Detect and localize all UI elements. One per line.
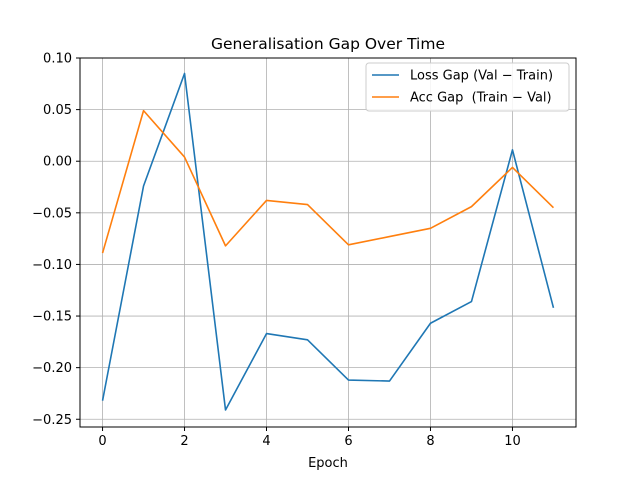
y-tick-label: −0.20 (32, 361, 72, 376)
y-tick-label: 0.05 (43, 103, 72, 118)
x-tick-label: 10 (504, 434, 521, 449)
legend-box (365, 62, 570, 112)
legend-label: Loss Gap (Val − Train) (410, 69, 553, 84)
series-line-2 (101, 109, 555, 254)
x-tick-label: 6 (344, 434, 352, 449)
axis-ticks: 0 2 4 6 8 10 −0.25 −0.20 −0.15 −0.10 −0.05 0.00 0.05… (32, 52, 521, 450)
y-tick-label: 0.00 (43, 155, 72, 170)
y-tick-label: −0.05 (32, 206, 72, 221)
plot-frame (79, 57, 577, 428)
y-tick-label: 0.10 (43, 52, 72, 67)
x-tick-label: 2 (180, 434, 188, 449)
y-tick-label: −0.15 (32, 310, 72, 325)
series-lines (101, 72, 555, 411)
x-axis-title: Epoch (308, 456, 348, 471)
x-tick-label: 0 (98, 434, 106, 449)
y-tick-label: −0.25 (32, 413, 72, 428)
y-tick-label: −0.10 (32, 258, 72, 273)
legend-label: Acc Gap (Train − Val) (410, 91, 552, 106)
x-tick-label: 8 (426, 434, 434, 449)
series-line-1 (101, 72, 555, 411)
legend: Loss Gap (Val − Train) Acc Gap (Train − V… (365, 62, 570, 112)
chart-title: Generalisation Gap Over Time (211, 35, 445, 53)
x-tick-label: 4 (262, 434, 270, 449)
